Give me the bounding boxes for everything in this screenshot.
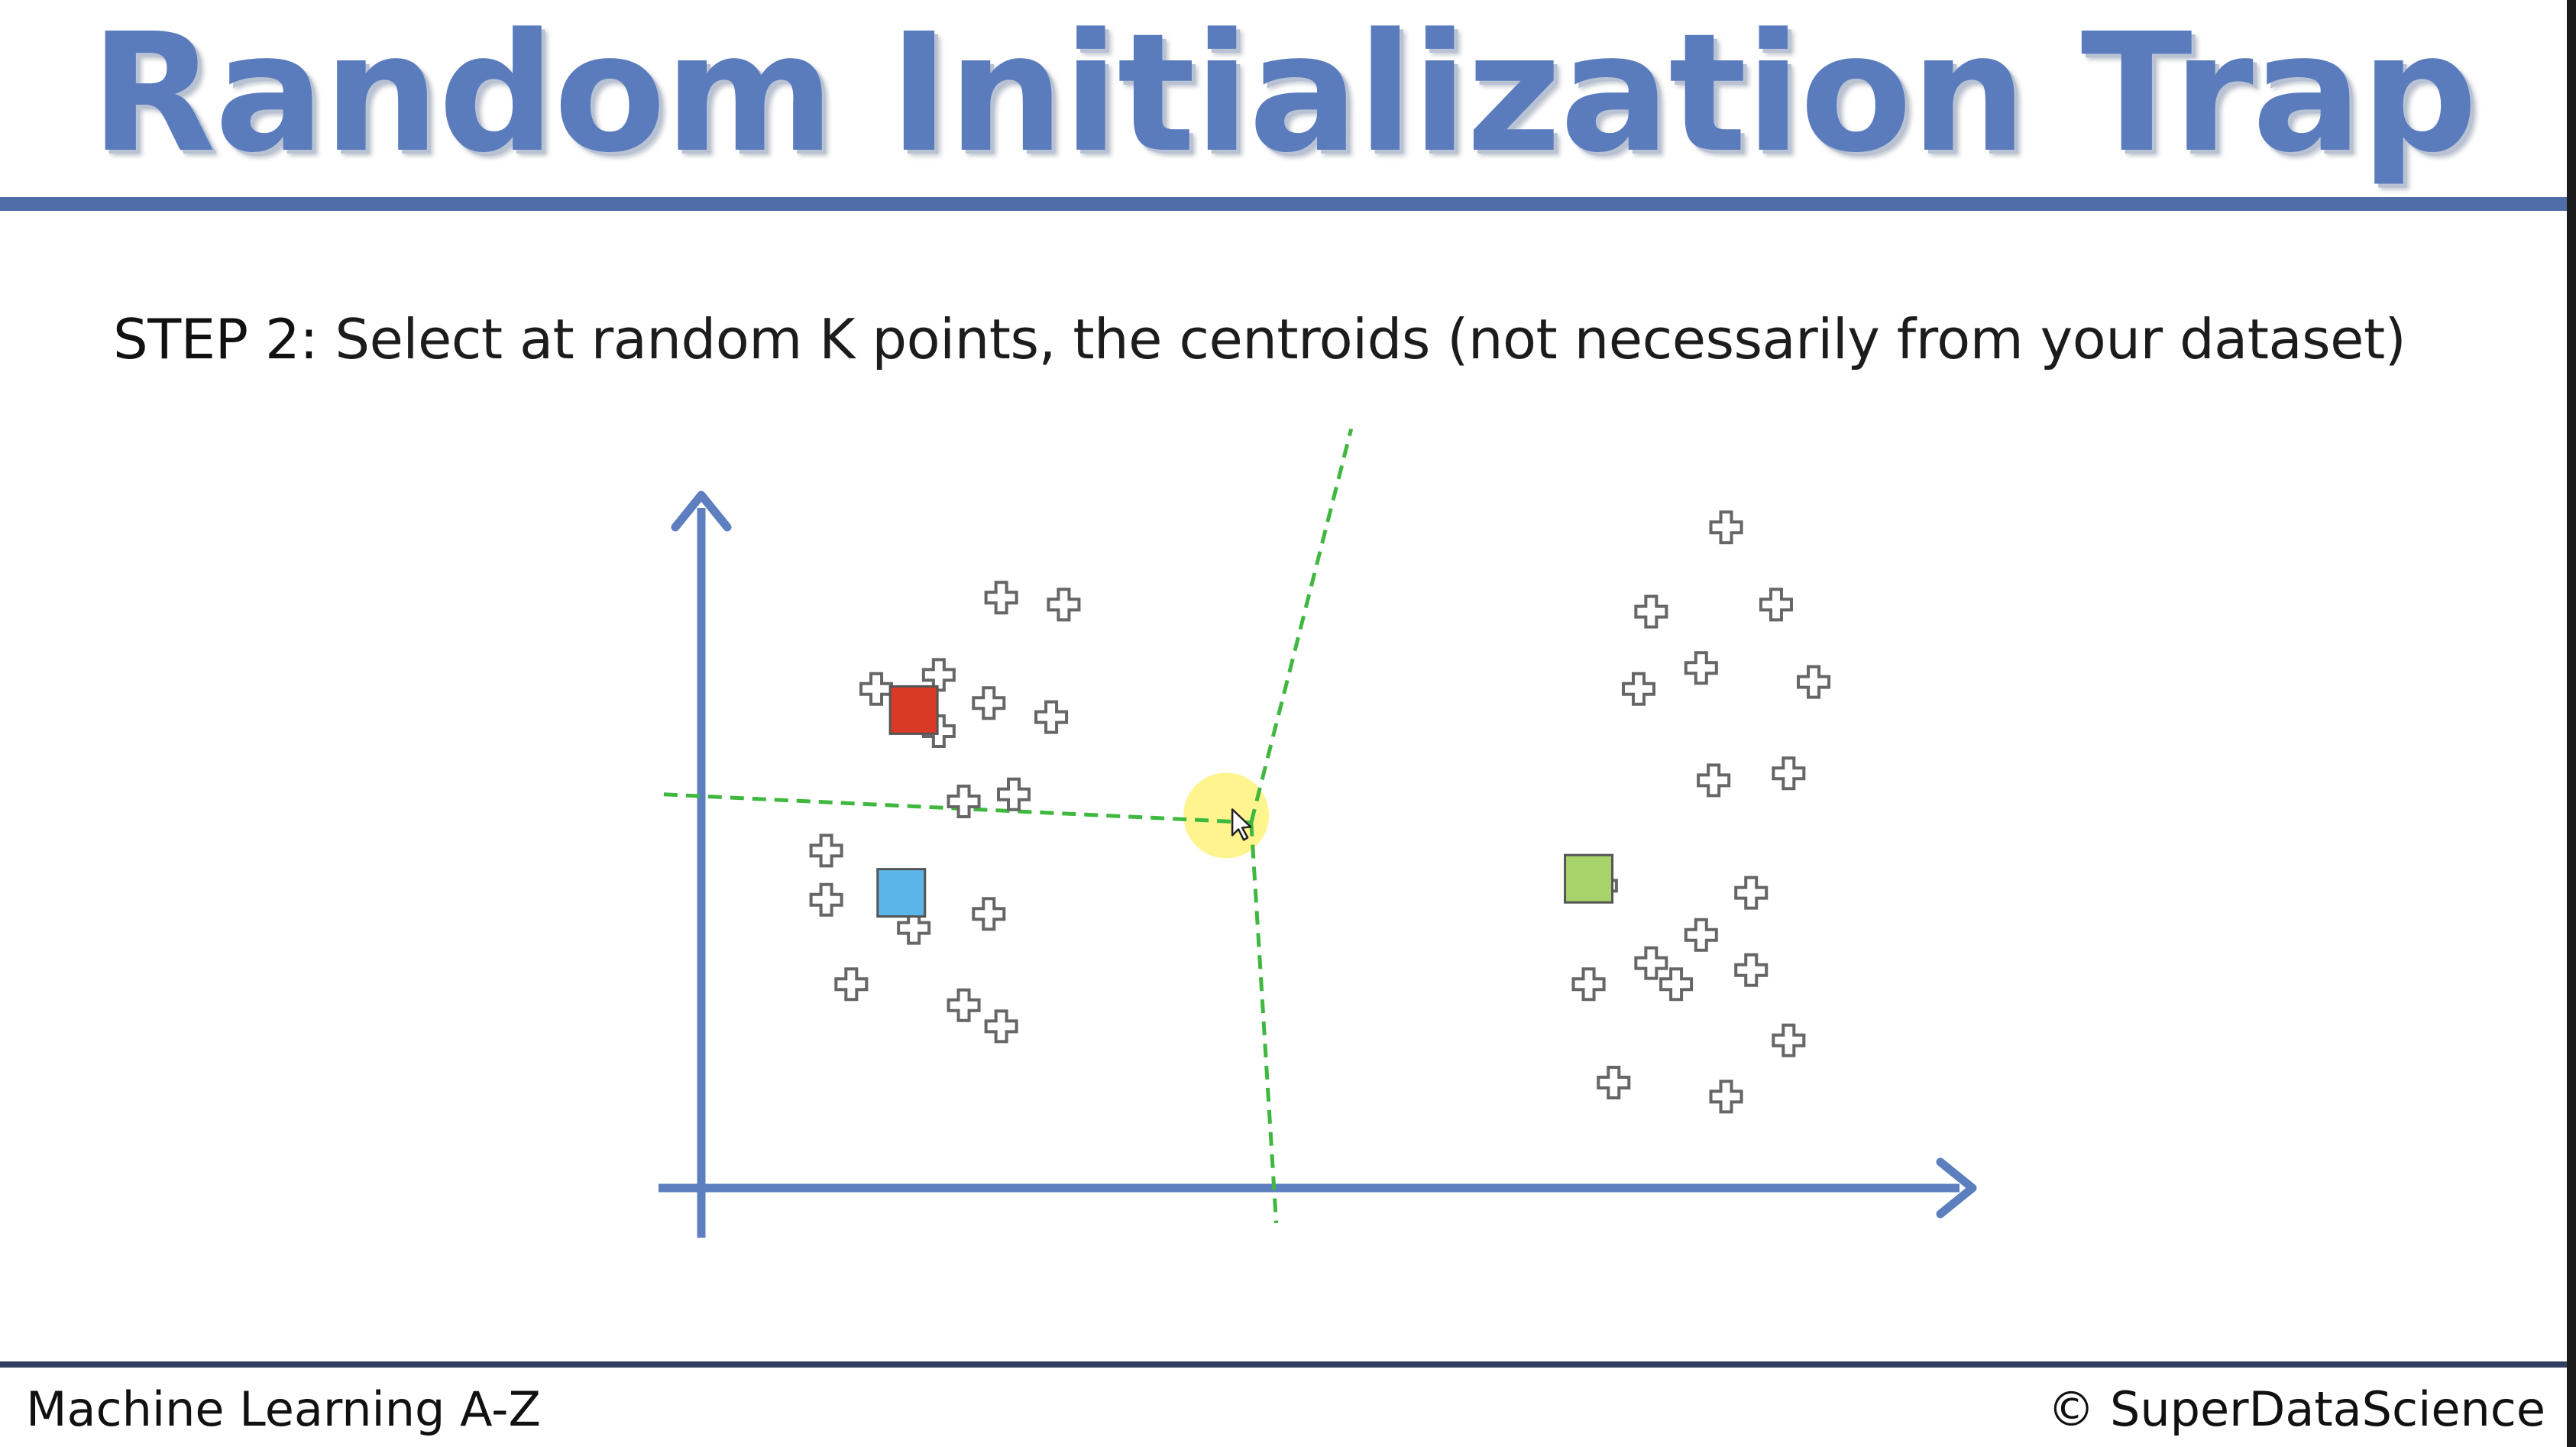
centroid-red	[888, 685, 939, 735]
data-point	[1709, 1080, 1743, 1114]
plus-marker-icon	[1622, 672, 1655, 706]
plus-marker-icon	[1659, 967, 1694, 1002]
plus-marker-icon	[1634, 946, 1668, 980]
plus-marker-icon	[921, 658, 956, 692]
data-point	[1734, 876, 1769, 910]
data-point	[1759, 588, 1793, 622]
plus-marker-icon	[997, 777, 1031, 811]
plus-marker-icon	[809, 834, 843, 868]
plus-marker-icon	[1571, 967, 1606, 1002]
data-point	[1634, 594, 1668, 629]
cluster-boundary-3	[1249, 822, 1279, 1224]
data-point	[921, 658, 956, 692]
plus-marker-icon	[1772, 756, 1806, 791]
plus-marker-icon	[1709, 1080, 1743, 1114]
data-point	[984, 581, 1018, 615]
plus-marker-icon	[1684, 651, 1718, 685]
plus-marker-icon	[1734, 876, 1769, 910]
footer-course-name: Machine Learning A-Z	[26, 1381, 542, 1437]
plus-marker-icon	[1034, 700, 1069, 734]
cluster-boundary-2	[1249, 428, 1354, 824]
data-point	[1047, 588, 1081, 622]
data-point	[809, 882, 843, 917]
data-point	[1684, 651, 1718, 685]
data-point	[1697, 763, 1731, 798]
data-point	[1772, 756, 1806, 791]
data-point	[897, 911, 931, 945]
plus-marker-icon	[1684, 918, 1718, 952]
plus-marker-icon	[984, 581, 1018, 615]
mouse-pointer-icon	[1231, 808, 1252, 841]
plus-marker-icon	[972, 897, 1006, 931]
data-point	[972, 686, 1006, 720]
plus-marker-icon	[859, 672, 894, 706]
plus-marker-icon	[947, 785, 981, 818]
footer-copyright: © SuperDataScience	[2047, 1381, 2545, 1437]
window-edge	[2567, 0, 2576, 1447]
title-divider	[0, 197, 2576, 211]
data-point	[1709, 510, 1743, 545]
data-point	[947, 988, 981, 1022]
data-point	[809, 834, 843, 868]
centroid-green	[1564, 853, 1614, 904]
data-point	[1684, 918, 1718, 952]
data-point	[1622, 672, 1655, 706]
plus-marker-icon	[984, 1009, 1018, 1044]
data-point	[859, 672, 894, 706]
plus-marker-icon	[1772, 1023, 1806, 1057]
plus-marker-icon	[1759, 588, 1793, 622]
plus-marker-icon	[1634, 594, 1668, 629]
y-axis-arrowhead	[671, 490, 732, 532]
data-point	[1772, 1023, 1806, 1057]
plus-marker-icon	[897, 911, 931, 945]
cursor-highlight	[1183, 772, 1270, 859]
data-point	[1597, 1066, 1631, 1099]
data-point	[1571, 967, 1606, 1002]
step-description: STEP 2: Select at random K points, the c…	[113, 307, 2406, 371]
data-point	[947, 785, 981, 818]
step-label: STEP 2:	[113, 307, 319, 371]
plus-marker-icon	[1047, 588, 1081, 622]
data-point	[1797, 665, 1831, 699]
data-point	[1659, 967, 1694, 1002]
plus-marker-icon	[809, 882, 843, 917]
plus-marker-icon	[972, 686, 1006, 720]
data-point	[997, 777, 1031, 811]
data-point	[972, 897, 1006, 931]
footer-divider	[0, 1361, 2576, 1368]
plus-marker-icon	[1597, 1066, 1631, 1099]
data-point	[1734, 953, 1769, 987]
centroid-blue	[876, 868, 927, 918]
plus-marker-icon	[834, 967, 869, 1002]
step-text: Select at random K points, the centroids…	[318, 307, 2406, 371]
plus-marker-icon	[1734, 953, 1769, 987]
data-point	[1634, 946, 1668, 980]
plus-marker-icon	[1797, 665, 1831, 699]
plus-marker-icon	[1709, 510, 1743, 545]
slide-title: Random Initialization Trap	[90, 0, 2477, 189]
data-point	[984, 1009, 1018, 1044]
data-point	[1034, 700, 1069, 734]
x-axis-arrowhead	[1936, 1157, 1977, 1219]
data-point	[834, 967, 869, 1002]
plus-marker-icon	[1697, 763, 1731, 798]
plus-marker-icon	[947, 988, 981, 1022]
